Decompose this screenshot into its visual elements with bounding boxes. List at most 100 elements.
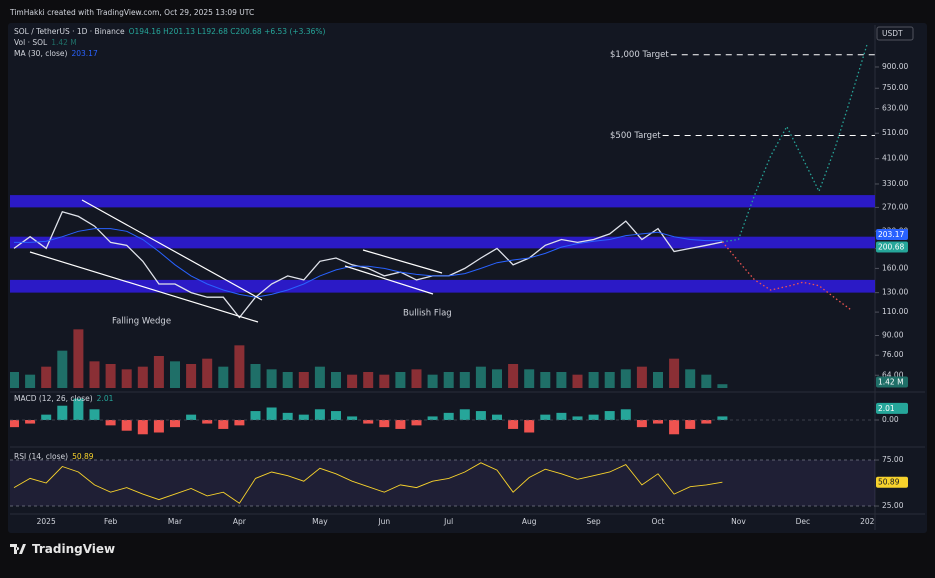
x-tick-label: 202 [860,517,875,526]
macd-bar [186,414,197,420]
volume-bar [556,372,567,388]
volume-bar [653,372,663,388]
macd-bar [427,416,438,420]
x-tick-label: Nov [731,517,746,526]
y-tick-label: 64.00 [882,370,904,379]
wedge-line [29,251,259,323]
y-tick-label: 110.00 [882,307,908,316]
rsi-value-label-box [876,476,908,488]
macd-bar [492,414,502,420]
volume-bar [105,364,116,388]
macd-bar [202,420,213,424]
rsi-band [10,460,875,507]
volume-bar [685,369,696,388]
y-tick-label: 330.00 [882,179,908,188]
macd-bar [540,414,551,420]
legend-value: 2.01 [97,394,114,403]
volume-bar [347,374,358,388]
volume-bar [443,372,454,388]
volume-bar [89,361,100,388]
legend-value: 1.42 M [51,38,77,47]
legend-ma: MA (30, close) [14,49,68,58]
macd-bar [572,416,583,420]
y-tick-label: 90.00 [882,331,904,340]
volume-bar [73,329,84,388]
annotation: Falling Wedge [112,317,171,327]
macd-bar [57,405,68,420]
macd-bar [379,420,390,428]
price-label-box [876,241,908,253]
macd-bar [685,420,696,429]
annotation: Bullish Flag [403,309,452,319]
currency: USDT [882,29,903,38]
zone [10,236,875,249]
volume-bar [459,372,470,388]
volume-bar [572,374,583,388]
x-tick-label: Mar [168,517,183,526]
macd-bar [298,414,309,420]
legend-ohlc: O194.16 H201.13 L192.68 C200.68 +6.53 (+… [129,27,326,36]
volume-bar [314,366,325,388]
macd-bar [508,420,519,429]
y-tick-label: 510.00 [882,128,908,137]
macd-value-label-box [876,402,908,414]
logo: TradingView [10,542,115,556]
macd-value-label: 2.01 [878,404,895,413]
macd-bar [105,420,116,426]
overlay [29,199,443,323]
volume-value-label-box [876,376,908,388]
volume-bar [298,372,309,388]
macd-bar [395,420,406,429]
target-label: $1,000 Target [610,50,669,60]
macd-bar [331,411,341,420]
y-tick-label: 410.00 [882,154,908,163]
y-tick-label: 750.00 [882,83,908,92]
macd-bar [556,412,567,420]
rsi-line [13,462,723,504]
macd-bar [636,420,647,428]
macd-bar [347,416,358,420]
price-line [14,228,723,298]
legend-symbol: SOL / TetherUS · 1D · Binance [14,27,125,36]
projection-line [721,241,852,311]
x-tick-label: May [312,517,328,526]
x-tick-label: Dec [796,517,811,526]
flag-line [344,265,434,295]
macd-bar [25,420,36,424]
volume-bar [121,369,132,388]
currency-box [876,26,914,41]
zone [10,279,875,293]
x-tick-label: Oct [652,517,665,526]
macd-bar [218,420,229,429]
volume-bar [379,374,390,388]
y-tick-label: 270.00 [882,202,908,211]
macd-bar [282,412,293,420]
price-label-box [876,229,908,241]
macd-bar [10,420,19,428]
volume-bar [57,350,68,388]
price-label: 203.17 [878,230,904,239]
x-tick-label: Jul [443,517,453,526]
wedge-line [81,199,263,301]
volume-bar [137,366,148,388]
volume-bar [363,372,374,388]
macd-bar [41,414,52,420]
y-tick-label: 900.00 [882,62,908,71]
volume-value-label: 1.42 M [878,378,904,387]
y-tick-label: 130.00 [882,288,908,297]
volume-bar [41,366,52,388]
y-tick-label: 630.00 [882,104,908,113]
macd-bar [717,416,728,420]
x-tick-label: Sep [587,517,601,526]
x-tick-label: Feb [104,517,118,526]
volume-bar [170,361,180,388]
legend-ma-value: 203.17 [71,49,97,58]
volume-bar [475,366,486,388]
volume-bar [395,372,406,388]
macd-bar [588,414,599,420]
macd-bar [170,420,180,428]
legend-name: RSI (14, close) [14,452,68,461]
macd-bar [314,409,325,420]
